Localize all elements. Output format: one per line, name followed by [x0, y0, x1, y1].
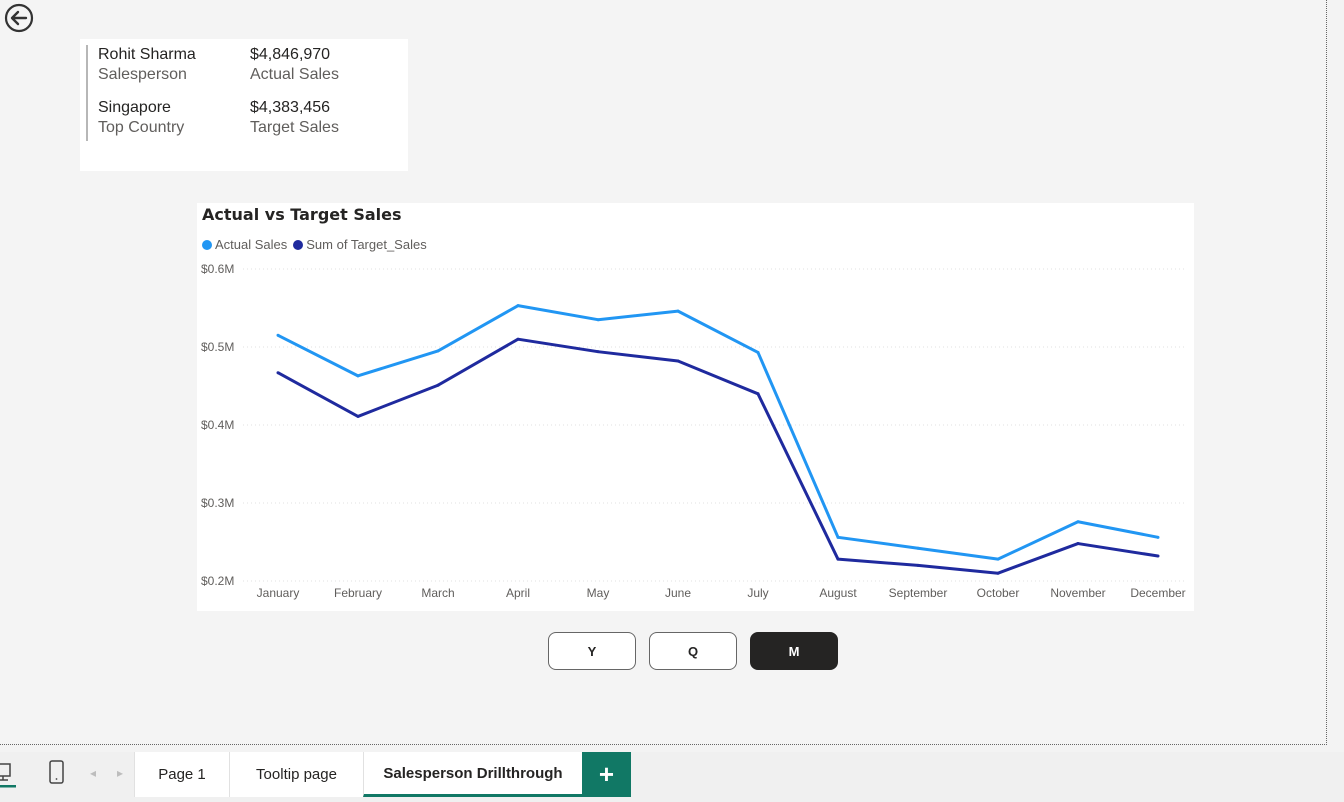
x-tick-label: December	[1130, 586, 1185, 600]
legend-label-target: Sum of Target_Sales	[306, 237, 427, 252]
kpi-target-value: $4,383,456	[250, 99, 331, 116]
legend-dot-actual	[202, 239, 212, 250]
x-tick-label: May	[587, 586, 610, 600]
back-button[interactable]	[4, 3, 34, 33]
kpi-target-sales: $4,383,456 Target Sales	[250, 98, 339, 138]
tab-scroll-right-icon[interactable]: ▸	[117, 766, 124, 780]
x-tick-label: September	[889, 586, 948, 600]
data-point[interactable]	[1076, 542, 1080, 546]
data-point[interactable]	[356, 414, 360, 418]
series-line-actual-sales[interactable]	[277, 304, 1159, 561]
legend-item-actual[interactable]: Actual Sales	[202, 237, 287, 252]
add-page-button[interactable]: +	[582, 752, 631, 797]
data-point[interactable]	[516, 304, 520, 308]
x-tick-label: August	[819, 586, 857, 600]
kpi-actual-sales: $4,846,970 Actual Sales	[250, 45, 339, 85]
data-point[interactable]	[436, 349, 440, 353]
x-tick-label: October	[977, 586, 1020, 600]
kpi-salesperson-value: Rohit Sharma	[98, 46, 196, 63]
data-point[interactable]	[596, 318, 600, 322]
data-point[interactable]	[996, 557, 1000, 561]
period-year-button[interactable]: Y	[548, 632, 636, 670]
y-tick-label: $0.5M	[201, 340, 234, 354]
tab-scroll-left-icon[interactable]: ◂	[90, 766, 97, 780]
data-point[interactable]	[1076, 520, 1080, 524]
legend-label-actual: Actual Sales	[215, 237, 288, 252]
back-arrow-icon	[4, 3, 34, 33]
kpi-actual-label: Actual Sales	[250, 66, 339, 83]
data-point[interactable]	[756, 350, 760, 354]
y-tick-label: $0.6M	[201, 262, 234, 276]
x-tick-label: March	[421, 586, 454, 600]
data-point[interactable]	[836, 535, 840, 539]
data-point[interactable]	[916, 546, 920, 550]
mobile-layout-button[interactable]	[48, 758, 66, 791]
data-point[interactable]	[276, 333, 280, 337]
x-tick-label: January	[257, 586, 300, 600]
phone-icon	[49, 760, 64, 784]
chart-title: Actual vs Target Sales	[202, 205, 402, 224]
kpi-actual-value: $4,846,970	[250, 46, 331, 63]
kpi-country-label: Top Country	[98, 119, 185, 136]
page-tab-bar: ◂ ▸ Page 1 Tooltip page Salesperson Dril…	[0, 752, 1344, 802]
x-tick-label: June	[665, 586, 691, 600]
data-point[interactable]	[596, 350, 600, 354]
series-line-target-sales[interactable]	[277, 337, 1159, 575]
data-point[interactable]	[676, 359, 680, 363]
data-point[interactable]	[516, 337, 520, 341]
x-tick-label: February	[334, 586, 382, 600]
data-point[interactable]	[996, 571, 1000, 575]
data-point[interactable]	[1156, 554, 1160, 558]
kpi-country-value: Singapore	[98, 99, 171, 116]
tab-tooltip-page[interactable]: Tooltip page	[229, 752, 363, 797]
legend-item-target[interactable]: Sum of Target_Sales	[293, 237, 427, 252]
y-tick-label: $0.3M	[201, 496, 234, 510]
kpi-divider	[86, 45, 88, 141]
line-chart-visual[interactable]: $0.2M $0.3M $0.4M $0.5M $0.6M January February…	[197, 203, 1194, 611]
x-tick-label: July	[747, 586, 768, 600]
period-month-button[interactable]: M	[750, 632, 838, 670]
desktop-icon	[0, 763, 16, 788]
data-point[interactable]	[276, 371, 280, 375]
data-point[interactable]	[916, 563, 920, 567]
x-tick-label: November	[1050, 586, 1105, 600]
kpi-top-country: Singapore Top Country	[98, 98, 184, 138]
data-point[interactable]	[676, 309, 680, 313]
tab-page-1[interactable]: Page 1	[134, 752, 229, 797]
data-point[interactable]	[836, 557, 840, 561]
legend-dot-target	[293, 239, 304, 250]
kpi-target-label: Target Sales	[250, 119, 339, 136]
chart-legend: Actual Sales Sum of Target_Sales	[202, 237, 427, 252]
kpi-salesperson: Rohit Sharma Salesperson	[98, 45, 196, 85]
chart-plot: $0.2M $0.3M $0.4M $0.5M $0.6M January February…	[201, 262, 1187, 600]
y-tick-label: $0.4M	[201, 418, 234, 432]
tab-salesperson-drillthrough[interactable]: Salesperson Drillthrough	[363, 752, 582, 797]
data-point[interactable]	[756, 392, 760, 396]
data-point[interactable]	[1156, 535, 1160, 539]
data-point[interactable]	[436, 383, 440, 387]
period-quarter-button[interactable]: Q	[649, 632, 737, 670]
kpi-card: Rohit Sharma Salesperson $4,846,970 Actu…	[80, 39, 408, 171]
x-tick-label: April	[506, 586, 530, 600]
y-tick-label: $0.2M	[201, 574, 234, 588]
data-point[interactable]	[356, 374, 360, 378]
report-canvas: Rohit Sharma Salesperson $4,846,970 Actu…	[0, 0, 1327, 745]
kpi-salesperson-label: Salesperson	[98, 66, 187, 83]
desktop-layout-button[interactable]	[0, 758, 18, 793]
